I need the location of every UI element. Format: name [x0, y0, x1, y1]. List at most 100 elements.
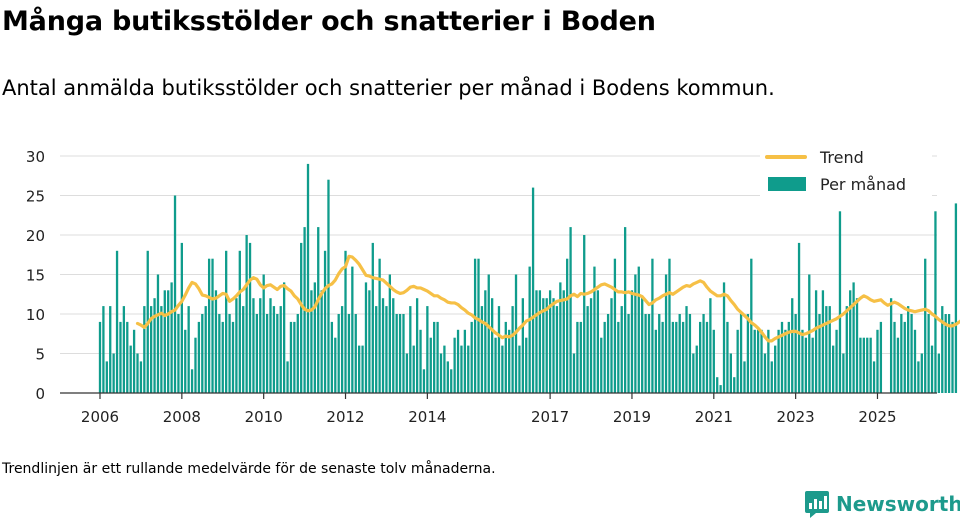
bar — [504, 321, 507, 393]
bar — [126, 321, 129, 393]
bar — [913, 329, 917, 393]
bar — [187, 306, 190, 393]
bar — [392, 298, 395, 393]
y-tick-label: 20 — [26, 227, 45, 245]
bar — [385, 306, 388, 393]
bar — [623, 227, 627, 393]
y-tick-label: 30 — [26, 148, 45, 166]
x-tick-label: 2019 — [613, 408, 651, 426]
bar — [201, 314, 204, 393]
bar — [787, 321, 790, 393]
bar — [620, 306, 623, 393]
bar — [603, 321, 606, 393]
bar — [221, 321, 224, 393]
bar — [521, 298, 524, 393]
bar — [419, 329, 422, 393]
bar — [231, 321, 235, 393]
bar — [562, 290, 565, 393]
bar — [821, 290, 825, 393]
newsworthy-logo-icon — [805, 491, 829, 518]
bar — [143, 306, 146, 393]
bar — [869, 337, 872, 393]
bar — [531, 187, 535, 393]
bar — [900, 314, 903, 393]
bar — [719, 385, 722, 393]
bar — [811, 337, 814, 393]
bar — [681, 321, 685, 393]
bar — [855, 298, 859, 393]
bar — [320, 290, 323, 393]
bar — [347, 314, 351, 393]
bar — [511, 306, 514, 393]
bar — [859, 337, 862, 393]
bar — [756, 329, 760, 393]
x-tick-label: 2023 — [777, 408, 815, 426]
y-tick-label: 25 — [26, 188, 45, 206]
bar — [695, 345, 698, 393]
bar — [525, 337, 528, 393]
bar — [927, 314, 930, 393]
bar — [286, 361, 289, 393]
bar — [255, 314, 259, 393]
bar — [654, 329, 657, 393]
bar — [132, 329, 136, 393]
bar — [429, 337, 432, 393]
bar — [477, 258, 480, 393]
bar — [282, 282, 286, 393]
bar — [954, 203, 958, 393]
bar — [204, 306, 207, 393]
y-tick-labels: 0 5 10 15 20 25 30 — [26, 148, 45, 403]
bar — [825, 306, 828, 393]
bar — [651, 258, 654, 393]
y-tick-label: 15 — [26, 267, 45, 285]
bar — [115, 250, 119, 393]
bar — [463, 329, 467, 393]
bar — [924, 258, 927, 393]
bar — [214, 290, 218, 393]
bar — [139, 361, 143, 393]
bar — [729, 353, 732, 393]
bar — [317, 227, 320, 393]
bar — [167, 290, 170, 393]
bar — [699, 321, 702, 393]
bar — [920, 353, 923, 393]
bar — [692, 353, 695, 393]
bar — [944, 314, 947, 393]
y-tick-label: 10 — [26, 306, 45, 324]
bar — [593, 266, 596, 393]
bar — [716, 377, 719, 393]
bar — [265, 314, 269, 393]
bar — [893, 321, 896, 393]
bar — [279, 306, 282, 393]
bar — [634, 274, 637, 393]
bar — [791, 298, 794, 393]
legend-bars-label: Per månad — [820, 175, 906, 194]
bar — [163, 290, 166, 393]
bar — [422, 369, 426, 393]
bar — [941, 306, 944, 393]
bar — [589, 298, 593, 393]
bar — [743, 361, 746, 393]
bar — [774, 345, 777, 393]
x-tick-label: 2014 — [408, 408, 446, 426]
bar — [388, 274, 391, 393]
bar — [194, 337, 197, 393]
bar — [228, 314, 231, 393]
bar — [330, 321, 334, 393]
bar — [849, 290, 852, 393]
bar — [702, 314, 705, 393]
bar — [491, 298, 494, 393]
bar — [433, 321, 436, 393]
bar — [313, 282, 316, 393]
footnote: Trendlinjen är ett rullande medelvärde f… — [2, 461, 496, 477]
bar — [528, 266, 531, 393]
bar — [415, 298, 419, 393]
bar — [371, 242, 374, 393]
x-axis: 2006 2008 2010 2012 2014 2017 2019 2021 2023 2025 — [60, 392, 937, 426]
bar — [572, 353, 576, 393]
bar — [112, 353, 115, 393]
bar — [930, 345, 934, 393]
legend-bars-swatch — [768, 177, 806, 191]
bar — [767, 329, 770, 393]
